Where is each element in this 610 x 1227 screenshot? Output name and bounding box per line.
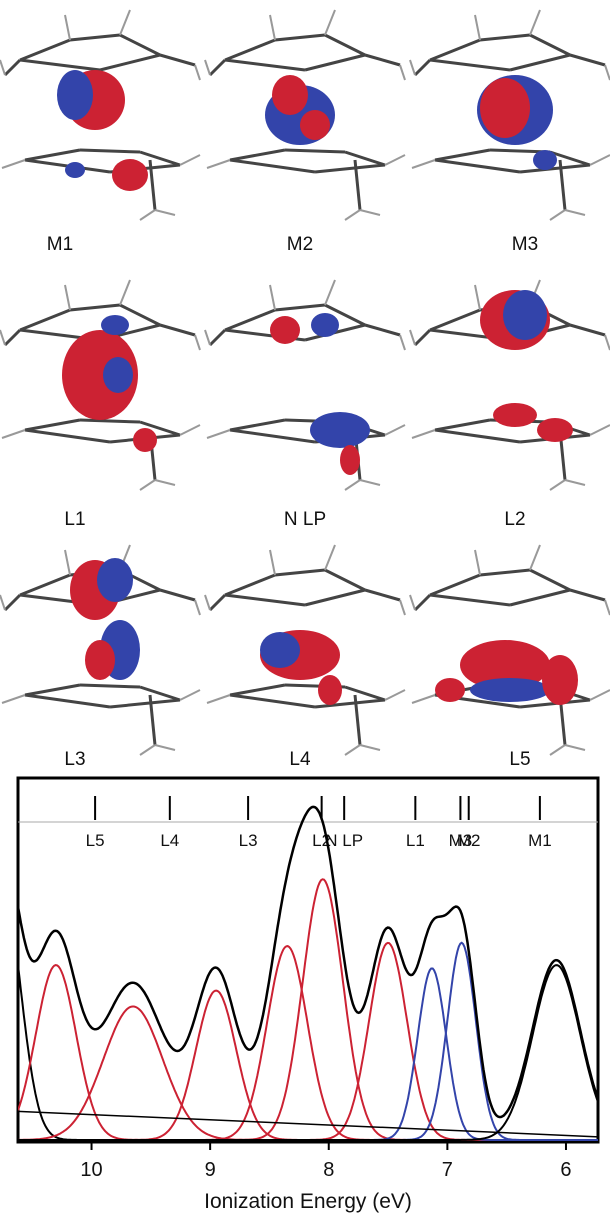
- orbital-label: L3: [64, 749, 85, 770]
- orbital-label: M1: [47, 234, 73, 255]
- figure: M1 M2 M3 L1 N LP L2 L3 L4 L5 Ionization …: [0, 0, 610, 1222]
- orbital-label: L1: [64, 509, 85, 530]
- x-tick-label: 9: [205, 1159, 216, 1181]
- x-tick-label: 7: [442, 1159, 453, 1181]
- orbital-label: L4: [289, 749, 311, 770]
- peak-curve: [18, 991, 598, 1140]
- stick-label: L3: [239, 831, 258, 850]
- stick-label: N LP: [325, 831, 363, 850]
- orbital-label: L2: [504, 509, 525, 530]
- page: M1 M2 M3 L1 N LP L2 L3 L4 L5 Ionization …: [0, 0, 610, 1227]
- envelope-curve: [18, 807, 598, 1117]
- x-tick-label: 8: [323, 1159, 334, 1181]
- orbital-label: L5: [509, 749, 530, 770]
- stick-label: M2: [457, 831, 481, 850]
- stick-label: L5: [86, 831, 105, 850]
- stick-label: L1: [406, 831, 425, 850]
- background-line: [18, 1111, 598, 1136]
- x-axis-title: Ionization Energy (eV): [204, 1190, 412, 1213]
- stick-label: M1: [528, 831, 552, 850]
- orbital-label: N LP: [284, 509, 326, 530]
- x-tick-label: 6: [560, 1159, 571, 1181]
- x-tick-label: 10: [80, 1159, 102, 1181]
- stick-label: L4: [160, 831, 179, 850]
- orbital-images: [0, 10, 610, 755]
- plot-frame: [18, 778, 598, 1142]
- orbital-label: M3: [512, 234, 538, 255]
- peak-curve: [18, 879, 598, 1140]
- orbital-label: M2: [287, 234, 313, 255]
